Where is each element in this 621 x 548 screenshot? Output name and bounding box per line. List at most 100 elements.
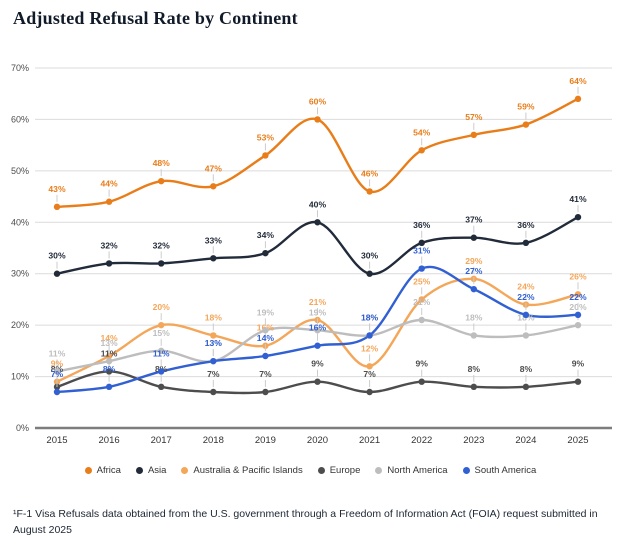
data-point <box>262 249 269 256</box>
data-point-label: 18% <box>465 312 483 322</box>
data-point <box>210 331 217 339</box>
legend-label: Africa <box>96 465 121 477</box>
x-axis-tick-label: 2021 <box>359 435 380 446</box>
footnote: ¹F-1 Visa Refusals data obtained from th… <box>13 507 598 536</box>
data-point-label: 11% <box>49 348 66 358</box>
data-point <box>522 239 530 246</box>
refusal-rate-line-chart: 0% 10% 20% 30% 40% 50% 60% 70% 2015 2016 2017 2018 2… <box>0 42 621 460</box>
line-path <box>55 97 580 208</box>
data-point-label: 7% <box>207 369 220 379</box>
data-point-label: 31% <box>413 245 431 255</box>
data-point <box>210 254 217 262</box>
data-point-label: 30% <box>361 250 379 260</box>
y-axis-tick-label: 70% <box>11 63 29 73</box>
chart-canvas: 0% 10% 20% 30% 40% 50% 60% 70% 2015 2016 2017 2018 2… <box>11 63 612 446</box>
legend-dot-icon <box>135 467 143 475</box>
data-point-label: 16% <box>309 322 327 332</box>
y-axis-tick-label: 0% <box>16 423 29 433</box>
data-point-label: 47% <box>205 163 223 173</box>
data-point <box>105 357 113 364</box>
data-point-label: 21% <box>413 297 431 307</box>
legend-dot-icon <box>84 467 92 475</box>
data-point <box>262 388 269 395</box>
data-point <box>366 362 373 370</box>
data-point-label: 27% <box>465 266 483 276</box>
data-point-label: 13% <box>205 338 223 348</box>
data-point <box>314 342 321 349</box>
data-point-label: 7% <box>51 369 64 379</box>
data-point <box>366 388 373 395</box>
data-point <box>574 290 582 298</box>
series-line-africa <box>55 97 580 208</box>
data-point-label: 18% <box>361 312 379 322</box>
chart-legend: Africa Asia Australia & Pacific Islands Eur… <box>0 463 621 479</box>
legend-dot-icon <box>462 467 470 475</box>
y-axis-tick-label: 60% <box>11 114 29 124</box>
data-point <box>574 378 582 385</box>
data-point-label: 36% <box>413 219 431 229</box>
data-point <box>210 357 217 364</box>
data-point <box>262 151 269 159</box>
data-point-label: 36% <box>517 219 535 229</box>
data-point-label: 32% <box>153 240 171 250</box>
legend-item-australia-pacific-islands: Australia & Pacific Islands <box>181 465 303 477</box>
data-point <box>418 264 425 272</box>
data-point <box>418 295 425 303</box>
data-point <box>158 321 165 328</box>
x-axis-tick-label: 2018 <box>203 435 224 446</box>
data-point-label: 46% <box>361 168 379 178</box>
series-points-africa: 43% 44% 48% 47% 53% 60% 46% 54% 57% 59% 64% <box>48 75 587 210</box>
data-point-label: 64% <box>569 75 587 85</box>
data-point <box>53 270 61 277</box>
data-point-label: 20% <box>153 302 171 312</box>
data-point-label: 19% <box>257 307 275 317</box>
data-point <box>314 115 321 123</box>
data-point-label: 59% <box>517 101 535 111</box>
y-axis-tick-label: 30% <box>11 268 29 278</box>
data-point <box>105 259 113 267</box>
data-point <box>314 378 321 385</box>
data-point <box>366 270 373 277</box>
data-point-label: 7% <box>363 369 376 379</box>
data-point <box>210 388 217 395</box>
x-axis-tick-label: 2022 <box>411 435 432 446</box>
data-point-label: 30% <box>48 250 66 260</box>
legend-label: South America <box>474 465 537 477</box>
data-point <box>105 367 113 375</box>
legend-dot-icon <box>317 467 325 475</box>
data-point-label: 8% <box>103 363 116 373</box>
data-point <box>158 383 165 390</box>
legend-item-asia: Asia <box>135 465 166 476</box>
data-point-label: 57% <box>465 111 483 121</box>
x-axis-tick-label: 2020 <box>307 435 328 446</box>
data-point <box>158 347 165 354</box>
data-point <box>262 352 269 359</box>
legend-label: Australia & Pacific Islands <box>193 465 303 477</box>
x-axis-tick-label: 2024 <box>515 435 536 446</box>
data-point <box>418 378 425 385</box>
data-point <box>574 311 582 318</box>
data-point-label: 12% <box>361 343 379 353</box>
series-line-asia <box>55 215 580 275</box>
data-point-label: 11% <box>153 348 170 358</box>
data-point-label: 32% <box>100 240 118 250</box>
data-point-label: 9% <box>415 358 428 368</box>
x-axis-tick-label: 2015 <box>46 435 67 446</box>
x-axis-tick-label: 2019 <box>255 435 276 446</box>
data-point-label: 8% <box>520 363 533 373</box>
data-point <box>314 326 321 334</box>
data-point <box>574 321 582 328</box>
data-point-label: 24% <box>517 281 535 291</box>
series-line-south-america <box>55 265 580 393</box>
data-point <box>314 218 321 226</box>
data-point <box>522 311 530 318</box>
data-point-label: 21% <box>309 297 327 307</box>
legend-item-europe: Europe <box>317 465 360 476</box>
data-point-label: 48% <box>153 158 171 168</box>
legend-dot-icon <box>375 467 383 475</box>
y-axis-tick-label: 40% <box>11 217 29 227</box>
data-point <box>210 182 217 190</box>
data-point-label: 53% <box>257 132 275 142</box>
data-point <box>470 131 477 138</box>
data-point <box>522 331 530 339</box>
